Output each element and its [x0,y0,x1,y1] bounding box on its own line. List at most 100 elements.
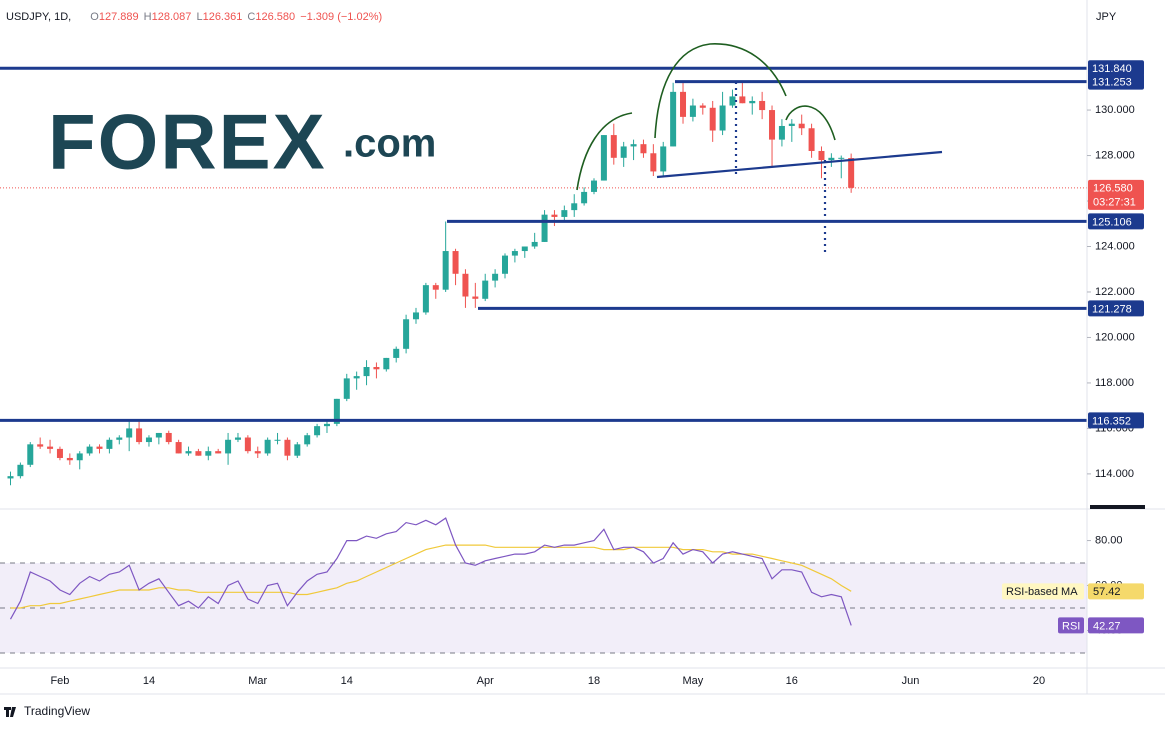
candle-body [818,150,825,161]
candle-body [185,451,192,454]
watermark-suffix: .com [343,122,436,166]
x-tick-label: Feb [50,675,69,687]
candle-body [106,439,113,449]
candle-body [17,464,24,477]
indicator-value: 42.27 [1093,620,1121,632]
candle-body [699,105,706,108]
head-arc [654,43,787,139]
candle-body [205,451,212,456]
candle-body [788,123,795,126]
candle-body [195,451,202,456]
x-tick-label: 14 [143,675,155,687]
y-tick-label: 114.000 [1095,468,1134,480]
candle-body [561,210,568,217]
candle-body [571,203,578,211]
candle-body [264,439,271,454]
candle-body [244,437,251,452]
candle-body [670,91,677,147]
indicator-name: RSI [1062,620,1080,632]
candle-body [452,251,459,274]
candle-body [610,135,617,158]
indicator-name-badge [1002,583,1084,600]
candle-body [541,214,548,242]
candle-body [551,214,558,217]
candle-body [343,378,350,399]
price-badge-label: 131.253 [1092,76,1132,88]
candle-body [769,110,776,140]
indicator-name: RSI-based MA [1006,586,1078,598]
candle-body [472,296,479,299]
candle-body [581,191,588,204]
candle-body [136,428,143,443]
price-badge-label: 116.352 [1092,415,1131,427]
price-badge [1088,73,1144,90]
ohlc-key: C [247,11,255,23]
candle-body [155,432,162,438]
legend-line: USDJPY, 1D, O127.889 H128.087 L126.361 C… [6,11,382,23]
price-badge-label: 131.840 [1092,63,1132,75]
candle-body [373,367,380,370]
ohlc-key: H [144,11,152,23]
candle-body [7,476,14,479]
y-tick-label: 120.000 [1095,331,1135,343]
plot-area [0,66,1087,654]
candle-body [778,125,785,140]
indicator-value: 57.42 [1093,586,1121,598]
candle-body [719,105,726,131]
ohlc-value: 126.580 [255,11,295,23]
x-tick-label: 18 [588,675,600,687]
price-badge [1088,300,1144,317]
candle-body [47,446,54,449]
candle-body [225,439,232,454]
candle-body [739,96,746,104]
ohlc-value: 127.889 [99,11,139,23]
axes: Feb14Mar14Apr18May16Jun20114.000116.0001… [0,0,1165,695]
y-tick-label: 128.000 [1095,149,1135,161]
price-badge-countdown: 03:27:31 [1093,197,1136,209]
x-tick-label: May [683,675,704,687]
symbol: USDJPY, 1D, [6,11,71,23]
footer-text: TradingView [24,704,90,718]
candle-body [422,285,429,313]
candle-body [76,453,83,461]
candle-body [403,319,410,349]
candle-body [353,376,360,379]
x-tick-label: 14 [341,675,353,687]
candle-body [363,367,370,377]
candle-body [37,444,44,447]
candle-body [749,100,756,104]
candle-body [828,157,835,161]
candle-body [393,348,400,358]
footer-logo [4,707,16,717]
watermark-name: FOREX [48,98,327,186]
x-tick-label: Apr [477,675,494,687]
candle-body [521,246,528,252]
neckline [656,150,943,179]
candle-body [284,439,291,456]
candle-body [323,423,330,427]
candle-body [531,241,538,247]
candle-body [848,158,855,188]
candle-body [165,432,172,443]
candle-body [254,451,261,454]
price-badge-label: 125.106 [1092,216,1132,228]
candle-body [838,157,845,159]
candle-body [462,273,469,297]
candle-body [759,100,766,111]
candle-body [591,180,598,192]
price-axis-unit: JPY [1096,11,1117,23]
candle-body [600,135,607,181]
ohlc-key: O [90,11,99,23]
y-tick-label: 118.000 [1095,377,1134,389]
candle-body [86,446,93,454]
indicator-line [9,517,852,626]
candle-body [304,435,311,445]
y-tick-label: 124.000 [1095,240,1135,252]
ohlc-value: 128.087 [152,11,192,23]
candle-body [96,446,103,449]
candle-body [808,128,815,151]
indicator-value-badge [1088,583,1144,600]
candle-body [333,398,340,424]
price-badge [1088,60,1144,77]
